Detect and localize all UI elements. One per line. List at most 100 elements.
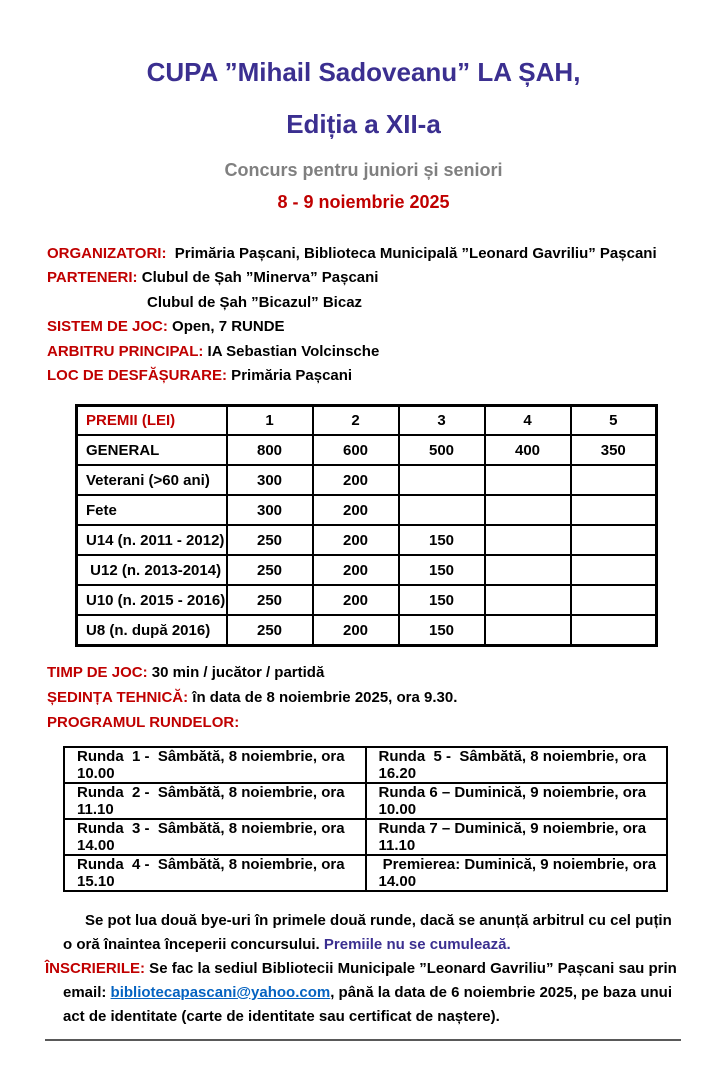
table-row: Fete 300 200: [75, 494, 658, 527]
info-label: ARBITRU PRINCIPAL:: [47, 342, 204, 360]
prize-amount: 250: [225, 614, 314, 647]
bye-text: Se pot lua două bye-uri în primele două …: [63, 911, 672, 953]
table-row: Runda 2 - Sâmbătă, 8 noiembrie, ora 11.1…: [63, 781, 668, 820]
prize-category: U10 (n. 2015 - 2016): [75, 584, 228, 617]
table-row: U10 (n. 2015 - 2016) 250 200 150: [75, 584, 658, 617]
registration-paragraph: ÎNSCRIERILE: Se fac la sediul Biblioteci…: [45, 957, 680, 1029]
round-cell: Runda 2 - Sâmbătă, 8 noiembrie, ora 11.1…: [63, 781, 367, 820]
info-line-parteneri: PARTENERI: Clubul de Șah ”Minerva” Pașca…: [47, 266, 680, 291]
event-dates: 8 - 9 noiembrie 2025: [277, 191, 450, 212]
info-line-arbitru: ARBITRU PRINCIPAL: IA Sebastian Volcinsc…: [47, 340, 680, 365]
info-line-program: PROGRAMUL RUNDELOR:: [47, 710, 680, 735]
info-value: 30 min / jucător / partidă: [147, 663, 325, 681]
prize-category: GENERAL: [75, 434, 228, 467]
page-title-edition: Ediția a XII-a: [286, 108, 441, 139]
prize-category: Veterani (>60 ani): [75, 464, 228, 497]
page-title: CUPA ”Mihail Sadoveanu” LA ȘAH,: [146, 57, 581, 87]
info-label: LOC DE DESFĂȘURARE:: [47, 367, 228, 385]
prize-amount: 200: [311, 614, 400, 647]
prizes-header-place: 3: [397, 404, 486, 437]
round-cell: Runda 6 – Duminică, 9 noiembrie, ora 10.…: [364, 781, 668, 820]
info-label: PARTENERI:: [47, 269, 138, 287]
table-row: GENERAL 800 600 500 400 350: [75, 434, 658, 467]
prize-amount: [483, 494, 572, 527]
prize-amount: 150: [397, 584, 486, 617]
prize-amount: [397, 464, 486, 497]
prizes-header-place: 2: [311, 404, 400, 437]
info-line-partener-2: Clubul de Șah ”Bicazul” Bicaz: [47, 291, 680, 316]
round-cell: Runda 1 - Sâmbătă, 8 noiembrie, ora 10.0…: [63, 745, 367, 784]
info-line-timp: TIMP DE JOC: 30 min / jucător / partidă: [47, 660, 680, 685]
prize-category: U8 (n. după 2016): [75, 614, 228, 647]
info-value: în data de 8 noiembrie 2025, ora 9.30.: [188, 688, 458, 706]
info-value: Primăria Pașcani: [227, 367, 353, 385]
prizes-header-place: 1: [225, 404, 314, 437]
round-cell: Premierea: Duminică, 9 noiembrie, ora 14…: [364, 853, 668, 892]
prize-amount: [569, 584, 658, 617]
info-label: TIMP DE JOC:: [47, 663, 148, 681]
info-value: IA Sebastian Volcinsche: [203, 342, 380, 360]
table-row: U12 (n. 2013-2014) 250 200 150: [75, 554, 658, 587]
prize-category: Fete: [75, 494, 228, 527]
prize-amount: 600: [311, 434, 400, 467]
prize-amount: 200: [311, 584, 400, 617]
info-label: ȘEDINȚA TEHNICĂ:: [47, 688, 189, 706]
info-value: Primăria Pașcani, Biblioteca Municipală …: [166, 244, 657, 262]
info-value: Open, 7 RUNDE: [167, 318, 285, 336]
document-page: CUPA ”Mihail Sadoveanu” LA ȘAH, Ediția a…: [0, 57, 725, 1041]
prize-amount: 400: [483, 434, 572, 467]
prizes-header-place: 5: [569, 404, 658, 437]
prizes-table: PREMII (LEI) 1 2 3 4 5 GENERAL 800 600 5…: [75, 403, 658, 647]
prize-amount: 150: [397, 524, 486, 557]
prize-amount: 150: [397, 554, 486, 587]
prize-amount: 200: [311, 464, 400, 497]
prize-amount: [397, 494, 486, 527]
round-cell: Runda 7 – Duminică, 9 noiembrie, ora 11.…: [364, 817, 668, 856]
notes-section: Se pot lua două bye-uri în primele două …: [45, 909, 680, 1029]
prizes-header-label: PREMII (LEI): [75, 404, 228, 437]
prize-amount: [483, 554, 572, 587]
registration-text-pre: Se fac la sediul Bibliotecii Municipale …: [63, 959, 677, 1001]
prize-amount: 250: [225, 524, 314, 557]
schedule-info: TIMP DE JOC: 30 min / jucător / partidă …: [47, 660, 680, 735]
prize-amount: 200: [311, 494, 400, 527]
prize-amount: [483, 584, 572, 617]
footer-divider: [45, 1038, 681, 1041]
info-line-loc: LOC DE DESFĂȘURARE: Primăria Pașcani: [47, 364, 680, 389]
prize-amount: [569, 554, 658, 587]
prize-amount: 350: [569, 434, 658, 467]
prize-amount: [483, 524, 572, 557]
registration-text-post: , până la data de 6 noiembrie 2025, pe b…: [63, 983, 672, 1025]
info-line-sistem: SISTEM DE JOC: Open, 7 RUNDE: [47, 315, 680, 340]
rounds-table: Runda 1 - Sâmbătă, 8 noiembrie, ora 10.0…: [63, 745, 668, 892]
info-line-sedinta: ȘEDINȚA TEHNICĂ: în data de 8 noiembrie …: [47, 685, 680, 710]
prize-amount: 300: [225, 464, 314, 497]
prize-amount: [569, 464, 658, 497]
table-row: Veterani (>60 ani) 300 200: [75, 464, 658, 497]
table-row: U14 (n. 2011 - 2012) 250 200 150: [75, 524, 658, 557]
prize-amount: 800: [225, 434, 314, 467]
prize-category: U12 (n. 2013-2014): [75, 554, 228, 587]
email-link[interactable]: bibliotecapascani@yahoo.com: [110, 983, 331, 1001]
prize-amount: 200: [311, 524, 400, 557]
prizes-header-row: PREMII (LEI) 1 2 3 4 5: [75, 404, 658, 437]
prize-amount: [569, 614, 658, 647]
round-cell: Runda 5 - Sâmbătă, 8 noiembrie, ora 16.2…: [364, 745, 668, 784]
prize-amount: [483, 464, 572, 497]
prize-amount: [569, 494, 658, 527]
prize-amount: 250: [225, 554, 314, 587]
prizes-note: Premiile nu se cumulează.: [323, 935, 511, 953]
prize-amount: 200: [311, 554, 400, 587]
prizes-header-place: 4: [483, 404, 572, 437]
prize-amount: 500: [397, 434, 486, 467]
prize-amount: [569, 524, 658, 557]
table-row: Runda 1 - Sâmbătă, 8 noiembrie, ora 10.0…: [63, 745, 668, 784]
info-line-organizatori: ORGANIZATORI: Primăria Pașcani, Bibliote…: [47, 242, 680, 267]
bye-rules-paragraph: Se pot lua două bye-uri în primele două …: [47, 909, 680, 957]
prize-amount: 300: [225, 494, 314, 527]
registration-label: ÎNSCRIERILE:: [45, 959, 146, 977]
table-row: Runda 3 - Sâmbătă, 8 noiembrie, ora 14.0…: [63, 817, 668, 856]
tournament-info: ORGANIZATORI: Primăria Pașcani, Bibliote…: [47, 242, 680, 389]
info-value: Clubul de Șah ”Bicazul” Bicaz: [147, 293, 363, 311]
info-label: SISTEM DE JOC:: [47, 318, 168, 336]
